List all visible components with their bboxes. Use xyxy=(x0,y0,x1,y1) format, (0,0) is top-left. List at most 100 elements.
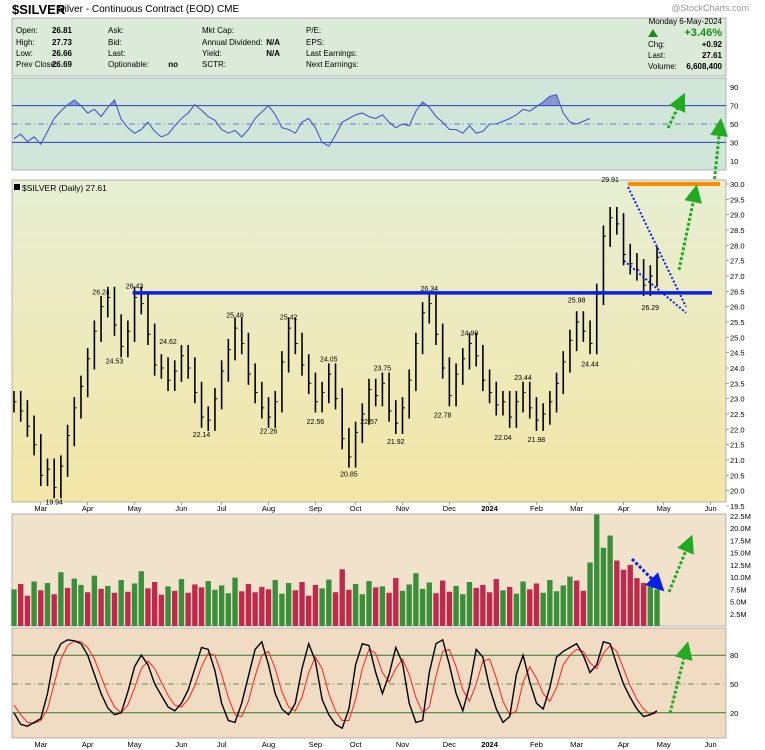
quote-label: High: xyxy=(16,38,35,47)
rsi-tick-label: 10 xyxy=(730,157,738,166)
x-axis-label: May xyxy=(127,504,141,513)
price-title: $SILVER (Daily) 27.61 xyxy=(22,183,107,193)
volume-bar xyxy=(547,580,553,626)
price-tick-label: 26.5 xyxy=(730,287,745,296)
price-tick-label: 29.0 xyxy=(730,211,745,220)
quote-value: N/A xyxy=(266,38,280,47)
quote-label: Last Earnings: xyxy=(306,49,357,58)
price-tick-label: 27.5 xyxy=(730,257,745,266)
price-tick-label: 20.5 xyxy=(730,471,745,480)
price-tick-label: 23.5 xyxy=(730,379,745,388)
volume-bar xyxy=(265,589,272,626)
volume-blue-arrow xyxy=(630,557,665,592)
volume-bar xyxy=(125,591,131,626)
volume-bar xyxy=(527,589,533,626)
volume-bar xyxy=(654,589,660,626)
volume-bar xyxy=(627,564,633,626)
volume-bar xyxy=(306,595,312,626)
price-tick-label: 22.5 xyxy=(730,410,745,419)
price-tick-label: 20.0 xyxy=(730,487,745,496)
price-tick-label: 25.0 xyxy=(730,333,745,342)
volume-bar xyxy=(373,587,379,626)
price-annotation: 25.48 xyxy=(226,313,244,320)
volume-bar xyxy=(393,578,399,626)
quote-label: Volume: xyxy=(648,62,677,71)
price-tick-label: 19.5 xyxy=(730,502,745,511)
volume-bar xyxy=(292,590,298,626)
volume-bar xyxy=(386,592,392,626)
x-axis-label: Jun xyxy=(705,504,717,513)
x-axis-label-bottom: 2024 xyxy=(481,740,499,749)
quote-label: Chg: xyxy=(648,40,665,49)
volume-bar xyxy=(486,592,493,626)
x-axis-label-bottom: Aug xyxy=(262,740,275,749)
x-axis-label-bottom: May xyxy=(127,740,141,749)
price-annotation: 23.44 xyxy=(514,375,532,382)
quote-value: N/A xyxy=(266,49,280,58)
price-tick-label: 27.0 xyxy=(730,272,745,281)
x-axis-label: Feb xyxy=(530,504,543,513)
volume-bar xyxy=(466,582,473,626)
quote-value: 27.73 xyxy=(52,38,73,47)
volume-bar xyxy=(232,577,238,626)
volume-tick-label: 15.0M xyxy=(730,549,751,558)
quote-label: EPS: xyxy=(306,38,324,47)
volume-bar xyxy=(460,594,466,626)
price-annotation: 22.57 xyxy=(360,419,378,426)
volume-bar xyxy=(212,589,218,626)
volume-bar xyxy=(105,585,111,626)
quote-label: Low: xyxy=(16,49,33,58)
price-tick-label: 21.0 xyxy=(730,456,745,465)
stoch-tick-label: 50 xyxy=(730,680,738,689)
volume-bar xyxy=(111,592,118,626)
volume-bar xyxy=(506,586,513,626)
price-tick-label: 23.0 xyxy=(730,395,745,404)
volume-tick-label: 20.0M xyxy=(730,524,751,533)
volume-bar xyxy=(198,587,205,626)
rsi-tick-label: 70 xyxy=(730,102,738,111)
volume-tick-label: 22.5M xyxy=(730,512,751,521)
x-axis-label-bottom: May xyxy=(657,740,671,749)
volume-bar xyxy=(446,591,453,626)
price-tick-label: 21.5 xyxy=(730,441,745,450)
quote-date: Monday 6-May-2024 xyxy=(649,17,723,26)
quote-label: Last: xyxy=(648,51,665,60)
volume-bar xyxy=(594,514,600,626)
x-axis-label-bottom: Jun xyxy=(705,740,717,749)
volume-bar xyxy=(352,583,359,626)
volume-bar xyxy=(493,579,499,626)
volume-bar xyxy=(440,580,446,626)
volume-bar xyxy=(359,594,365,626)
volume-bar xyxy=(285,582,292,626)
quote-label: SCTR: xyxy=(202,60,226,69)
rsi-tick-label: 90 xyxy=(730,83,738,92)
x-axis-label: Mar xyxy=(570,504,583,513)
volume-bar xyxy=(520,581,526,626)
volume-bar xyxy=(131,583,138,626)
volume-bar xyxy=(419,588,426,626)
price-tick-label: 28.5 xyxy=(730,226,745,235)
volume-bar xyxy=(91,575,98,626)
stockcharts-logo: @StockCharts.com xyxy=(671,3,749,13)
volume-bar xyxy=(339,569,345,626)
price-annotation: 22.78 xyxy=(434,412,452,419)
x-axis-label-bottom: Jun xyxy=(175,740,187,749)
price-tick-label: 24.0 xyxy=(730,364,745,373)
volume-bar xyxy=(366,581,372,626)
x-axis-label: Dec xyxy=(443,504,457,513)
price-annotation: 22.26 xyxy=(260,428,278,435)
price-annotation: 24.90 xyxy=(461,330,479,337)
x-axis-label-bottom: Feb xyxy=(530,740,543,749)
volume-bar xyxy=(399,590,406,626)
volume-bar xyxy=(580,590,587,626)
price-annotation: 24.62 xyxy=(159,339,177,346)
volume-bar xyxy=(38,590,44,626)
volume-bar xyxy=(326,579,332,626)
x-axis-label-bottom: Apr xyxy=(618,740,630,749)
volume-bar xyxy=(98,588,104,626)
volume-bar xyxy=(533,583,540,626)
price-annotation: 22.04 xyxy=(494,435,512,442)
price-tick-label: 30.0 xyxy=(730,180,745,189)
price-annotation: 26.24 xyxy=(92,289,110,296)
volume-green-arrow xyxy=(667,534,694,593)
